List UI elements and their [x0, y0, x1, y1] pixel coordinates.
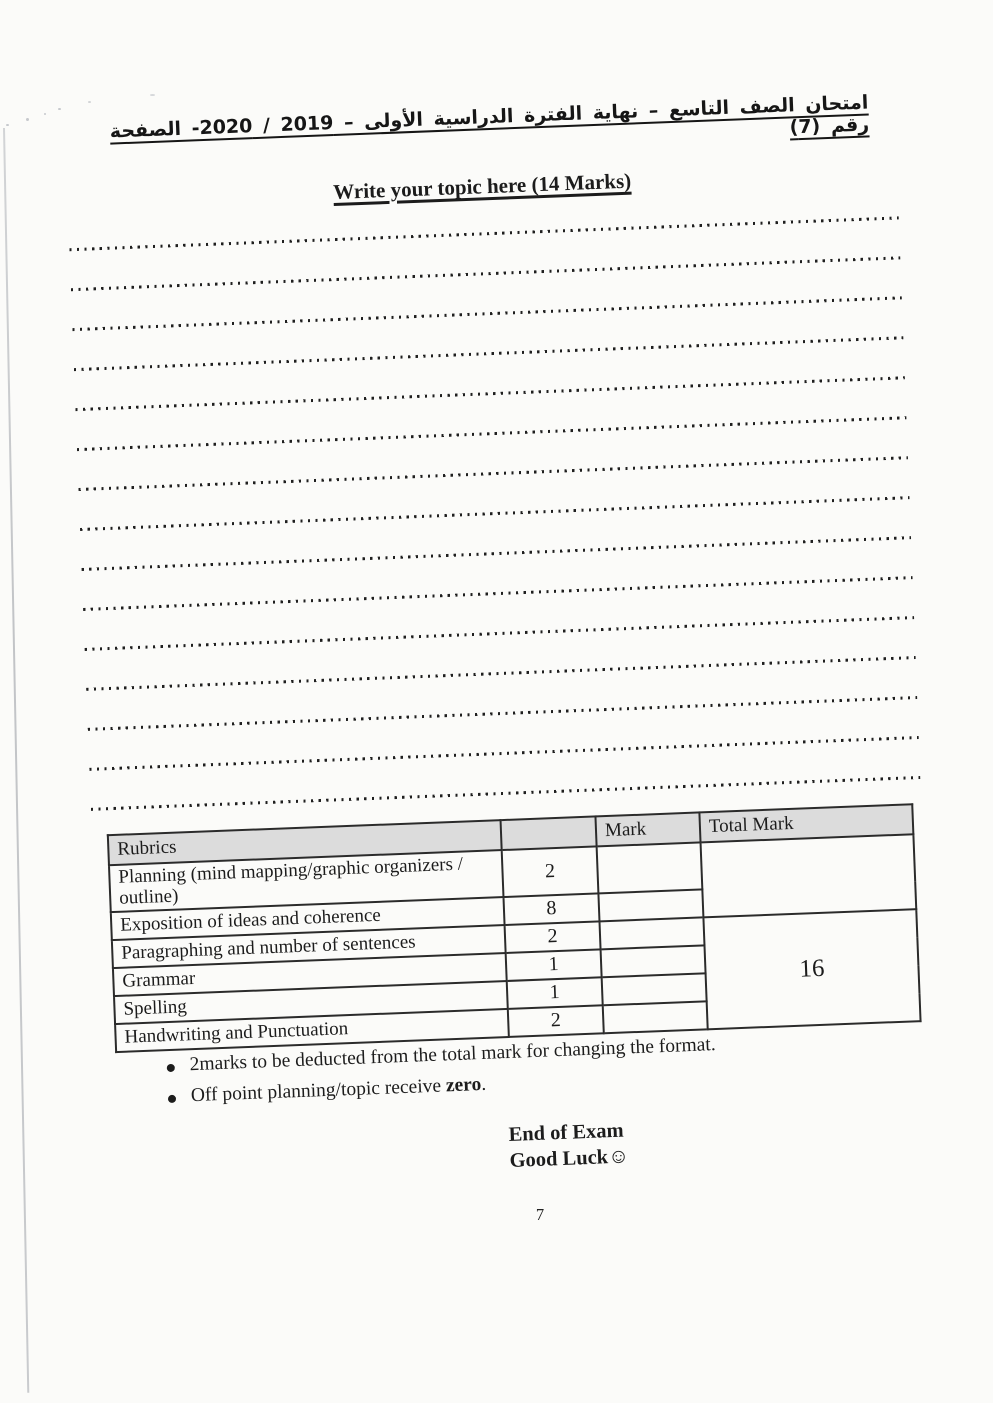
mark-input-cell — [599, 916, 705, 949]
essay-topic-title: Write your topic here (14 Marks) — [332, 168, 632, 205]
writing-line — [69, 216, 899, 252]
page-content: امتحان الصف التاسع – نهاية الفترة الدراس… — [64, 84, 936, 1215]
note-text-prefix: Off point planning/topic receive — [190, 1075, 447, 1107]
page-number: 7 — [535, 1205, 545, 1224]
criterion-max: 2 — [501, 846, 599, 897]
note-text: Off point planning/topic receive zero. — [190, 1074, 486, 1107]
note-text-suffix: . — [480, 1073, 487, 1096]
scan-speck — [44, 113, 46, 115]
exam-header-arabic: امتحان الصف التاسع – نهاية الفترة الدراس… — [109, 91, 870, 143]
writing-line — [72, 296, 902, 332]
bullet-icon — [167, 1094, 177, 1104]
criterion-max: 1 — [506, 976, 603, 1009]
total-mark-empty-cell — [700, 834, 917, 917]
mark-input-cell — [596, 842, 703, 893]
writing-line — [86, 656, 916, 691]
writing-line — [87, 696, 918, 731]
criterion-max: 2 — [504, 920, 601, 953]
total-mark-value-cell: 16 — [703, 908, 921, 1029]
writing-line — [78, 456, 908, 492]
criterion-max: 8 — [503, 892, 600, 925]
scan-speck — [6, 124, 9, 126]
note-text-bold: zero — [445, 1074, 482, 1097]
rubric-table: Rubrics Mark Total Mark Planning (mind m… — [107, 803, 922, 1052]
bullet-icon — [166, 1063, 175, 1073]
criterion-max: 1 — [505, 948, 602, 981]
writing-lines — [69, 216, 921, 847]
mark-input-cell — [602, 1000, 708, 1033]
writing-line — [70, 256, 901, 292]
writing-line — [83, 576, 913, 611]
mark-input-cell — [600, 944, 706, 977]
scan-speck — [88, 101, 91, 103]
mark-input-cell — [601, 972, 707, 1005]
writing-line — [90, 775, 921, 811]
mark-input-cell — [598, 888, 704, 921]
scan-speck — [58, 108, 61, 110]
scan-edge-artifact — [3, 127, 29, 1393]
criterion-max-header-cell — [500, 816, 597, 851]
writing-line — [73, 336, 904, 372]
writing-line — [76, 416, 907, 452]
scan-speck — [150, 94, 155, 96]
writing-line — [89, 735, 919, 771]
scan-speck — [26, 118, 29, 121]
mark-header-cell: Mark — [595, 812, 701, 847]
end-of-exam-block: End of Exam Good Luck☺ — [508, 1117, 629, 1174]
writing-line — [84, 616, 915, 651]
writing-line — [75, 376, 905, 412]
good-luck-text: Good Luck☺ — [509, 1145, 630, 1173]
writing-line — [80, 496, 910, 532]
criterion-max: 2 — [507, 1004, 604, 1037]
writing-line — [81, 536, 912, 572]
